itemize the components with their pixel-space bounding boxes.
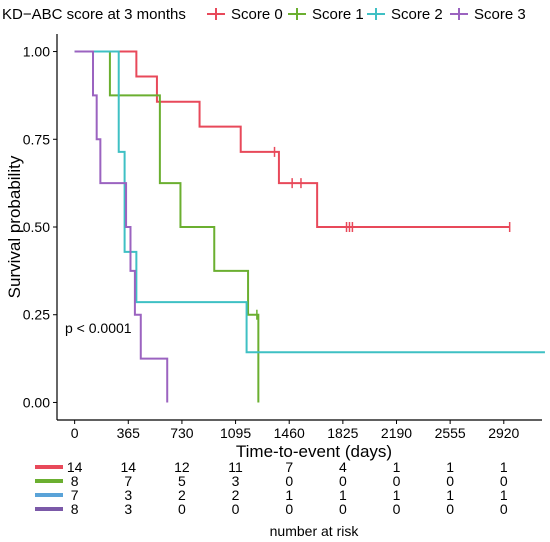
risk-count: 0: [500, 473, 508, 489]
curve-score-2: [74, 50, 545, 354]
risk-table: 14 14 12 11 7 4 1 1 18 7 5 3 0 0 0 0 07 3 2 2 1 1 1 1 18 3 0 0 0 0 0 0 0…: [35, 459, 508, 539]
legend-title: KD−ABC score at 3 months: [2, 6, 186, 23]
risk-count: 3: [124, 501, 132, 517]
y-axis-label: Survival probability: [5, 155, 24, 298]
y-tick-label: 0.25: [23, 307, 50, 323]
risk-count: 2: [232, 487, 240, 503]
curve-score-3: [74, 50, 169, 403]
legend-label: Score 2: [391, 6, 443, 23]
risk-count: 1: [446, 487, 454, 503]
risk-count: 0: [178, 501, 186, 517]
x-tick-label: 2190: [381, 425, 412, 441]
risk-count: 5: [178, 473, 186, 489]
risk-count: 0: [393, 473, 401, 489]
risk-count: 12: [174, 459, 190, 475]
risk-count: 3: [232, 473, 240, 489]
risk-count: 7: [71, 487, 79, 503]
risk-count: 7: [124, 473, 132, 489]
y-tick-label: 0.50: [23, 219, 50, 235]
legend-label: Score 1: [312, 6, 364, 23]
risk-count: 0: [339, 473, 347, 489]
risk-count: 4: [339, 459, 347, 475]
x-axis-label: Time-to-event (days): [236, 442, 392, 461]
risk-count: 0: [232, 501, 240, 517]
risk-count: 0: [285, 473, 293, 489]
axes: 0 365 730 1095 1460 1825 2190 2555 2920 0.00 0.25…: [5, 34, 542, 461]
risk-count: 1: [500, 487, 508, 503]
risk-count: 0: [285, 501, 293, 517]
x-tick-label: 1460: [274, 425, 305, 441]
risk-count: 14: [67, 459, 83, 475]
x-tick-label: 1825: [327, 425, 358, 441]
survival-curves: [74, 50, 545, 403]
risk-count: 7: [285, 459, 293, 475]
risk-count: 8: [71, 473, 79, 489]
risk-count: 1: [339, 487, 347, 503]
y-tick-label: 0.75: [23, 131, 50, 147]
x-tick-label: 2555: [435, 425, 466, 441]
legend: KD−ABC score at 3 months Score 0 Score 1 S…: [2, 6, 526, 23]
y-tick-label: 0.00: [23, 394, 50, 410]
risk-count: 0: [446, 473, 454, 489]
risk-count: 1: [393, 487, 401, 503]
risk-count: 11: [228, 459, 243, 475]
risk-count: 14: [120, 459, 136, 475]
legend-label: Score 3: [474, 6, 526, 23]
x-tick-label: 2920: [488, 425, 519, 441]
risk-count: 0: [500, 501, 508, 517]
x-tick-label: 1095: [220, 425, 251, 441]
legend-label: Score 0: [231, 6, 283, 23]
risk-count: 0: [339, 501, 347, 517]
x-tick-label: 365: [117, 425, 141, 441]
risk-count: 1: [393, 459, 401, 475]
risk-count: 1: [446, 459, 454, 475]
risk-count: 0: [393, 501, 401, 517]
risk-count: 0: [446, 501, 454, 517]
curve-score-0: [74, 50, 510, 228]
risk-table-title: number at risk: [270, 523, 360, 539]
x-tick-label: 0: [71, 425, 79, 441]
p-value-annotation: p < 0.0001: [65, 320, 132, 336]
y-tick-label: 1.00: [23, 44, 50, 60]
risk-count: 3: [124, 487, 132, 503]
risk-count: 8: [71, 501, 79, 517]
risk-count: 2: [178, 487, 186, 503]
x-tick-label: 730: [170, 425, 194, 441]
curve-score-1: [74, 50, 260, 403]
risk-count: 1: [285, 487, 293, 503]
risk-count: 1: [500, 459, 508, 475]
